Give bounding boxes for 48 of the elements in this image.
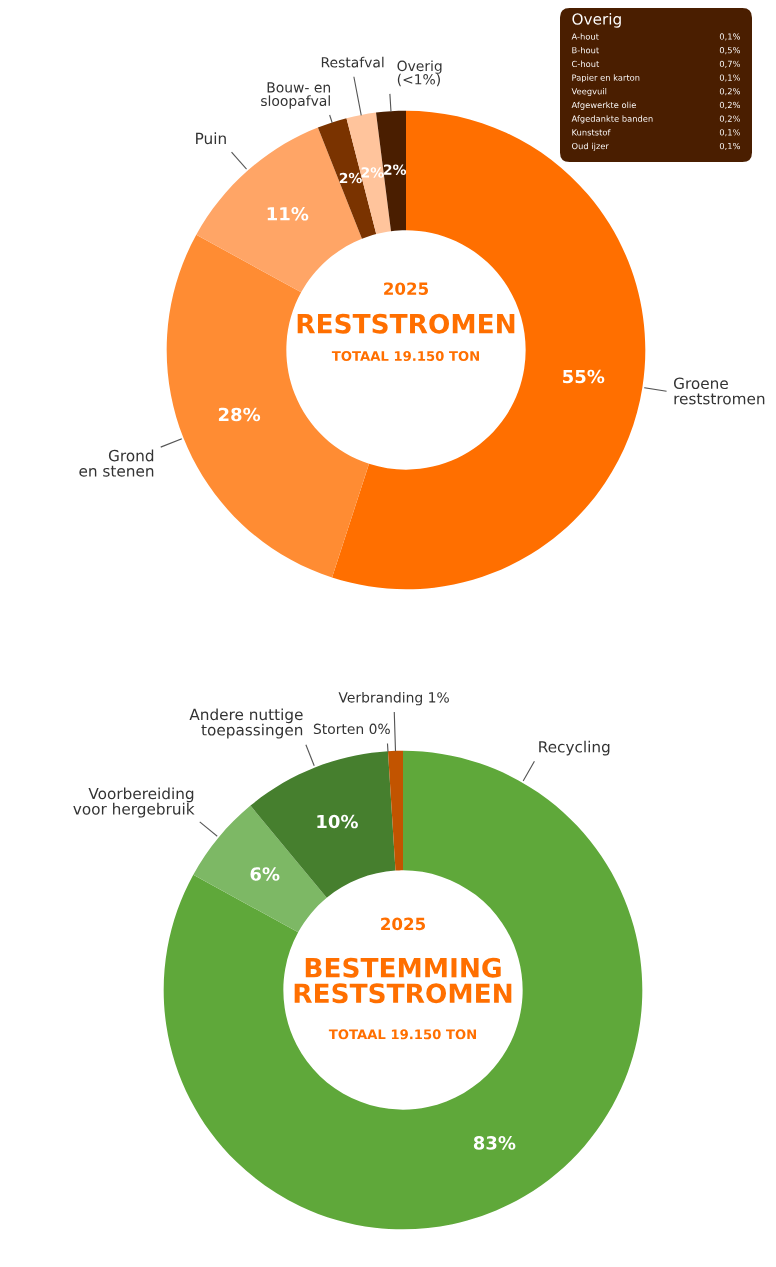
text: 2025: [384, 282, 429, 295]
data-label: 83%: [473, 1136, 516, 1150]
slice-label: Bouw- en sloopafval: [261, 82, 331, 109]
text: TOTAAL 19.150 TON: [331, 351, 479, 362]
category-label: Afgewerkte olie: [571, 101, 636, 110]
text: Overig: [572, 12, 621, 28]
slice-label: Voorbereiding voor hergebruik: [73, 787, 195, 818]
category-label: Storten 0%: [313, 723, 390, 735]
donut-slice: [196, 127, 362, 293]
text: BESTEMMING RESTSTROMEN: [294, 957, 512, 1004]
data-label: 2%: [384, 164, 407, 175]
slice-label: Verbranding 1%: [338, 691, 449, 706]
slice-label: Restafval: [321, 56, 384, 68]
text: 0,2%: [719, 101, 741, 109]
data-label: 2%: [339, 172, 362, 184]
slice-label: Grond en stenen: [79, 449, 154, 477]
text: 0,5%: [719, 47, 741, 55]
category-label: A-hout: [571, 33, 599, 40]
data-label: 10%: [317, 814, 358, 829]
slice-label: Recycling: [539, 740, 610, 756]
text: RESTSTROMEN: [297, 313, 515, 334]
donut-slice: [250, 751, 396, 898]
slice-label: Andere nuttige toepassingen: [189, 708, 303, 739]
text: 2025: [381, 917, 426, 931]
text: 0,1%: [719, 74, 741, 82]
data-label: 28%: [218, 407, 261, 422]
data-label: 11%: [267, 206, 309, 221]
slice-label: Puin: [196, 132, 226, 145]
category-label: B-hout: [572, 46, 599, 54]
category-label: Oud ijzer: [571, 142, 609, 151]
category-label: Afgedankte banden: [571, 115, 653, 124]
category-label: Veegvuil: [571, 87, 607, 97]
text: 0,1%: [719, 142, 741, 151]
data-label: 2%: [361, 167, 384, 178]
slice-label: Overig (<1%): [397, 60, 442, 87]
donut-slice: [387, 750, 403, 871]
text: 0,7%: [719, 60, 741, 68]
text: 0,2%: [719, 115, 741, 123]
text: 0,2%: [719, 88, 741, 96]
category-label: C-hout: [571, 60, 600, 68]
data-label: 6%: [250, 867, 280, 881]
text: 0,1%: [719, 33, 741, 41]
text: TOTAAL 19.150 TON: [328, 1029, 476, 1040]
data-label: 55%: [563, 369, 605, 384]
text: 0,1%: [719, 129, 741, 137]
category-label: Papier en karton: [572, 74, 640, 83]
slice-label: Groene reststromen: [673, 377, 765, 405]
category-label: Kunststof: [572, 129, 611, 136]
